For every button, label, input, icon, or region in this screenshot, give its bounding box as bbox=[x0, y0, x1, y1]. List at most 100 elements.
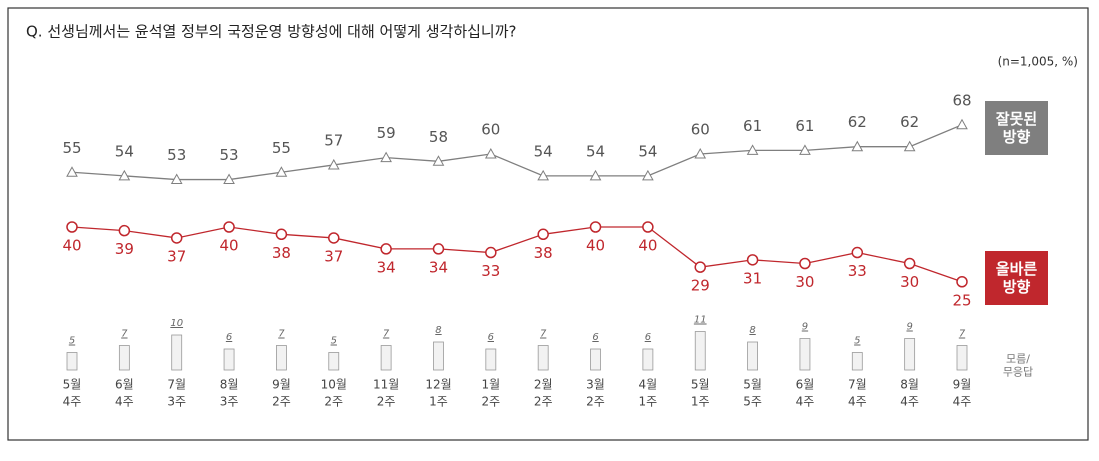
x-tick-label: 8월 bbox=[900, 378, 919, 392]
marker bbox=[694, 261, 706, 273]
x-tick-label: 4주 bbox=[796, 395, 815, 409]
data-label: 38 bbox=[272, 244, 291, 262]
x-tick-label: 9월 bbox=[272, 378, 291, 392]
bar bbox=[276, 345, 287, 371]
data-label: 53 bbox=[220, 146, 239, 164]
data-label: 55 bbox=[62, 139, 81, 157]
x-tick-label: 4주 bbox=[115, 395, 134, 409]
legend-box bbox=[985, 101, 1048, 155]
x-tick-label: 12월 bbox=[425, 378, 451, 392]
data-label: 62 bbox=[848, 113, 867, 131]
data-label: 62 bbox=[900, 113, 919, 131]
data-label: 38 bbox=[534, 244, 553, 262]
chart-title: Q. 선생님께서는 윤석열 정부의 국정운영 방향성에 대해 어떻게 생각하십니… bbox=[26, 23, 516, 41]
x-tick-label: 5월 bbox=[743, 378, 762, 392]
data-label: 68 bbox=[952, 91, 971, 109]
data-label: 57 bbox=[324, 131, 343, 149]
data-label: 5 bbox=[854, 336, 860, 347]
x-tick-label: 2월 bbox=[534, 378, 553, 392]
data-label: 6 bbox=[226, 332, 232, 343]
bar bbox=[537, 345, 549, 371]
bar bbox=[433, 341, 444, 371]
bar bbox=[485, 348, 497, 371]
legend-line: 방향 bbox=[1003, 278, 1031, 296]
x-tick-label: 3월 bbox=[586, 378, 605, 392]
data-label: 31 bbox=[743, 269, 762, 287]
line bbox=[71, 226, 963, 283]
x-tick-label: 4주 bbox=[953, 395, 972, 409]
x-tick-label: 2주 bbox=[377, 395, 396, 409]
x-tick-label: 4주 bbox=[900, 395, 919, 409]
x-tick-label: 1주 bbox=[639, 395, 658, 409]
data-label: 54 bbox=[638, 142, 657, 160]
data-label: 54 bbox=[534, 142, 553, 160]
bar bbox=[118, 345, 130, 371]
marker bbox=[642, 221, 654, 233]
chart-subtitle: (n=1,005, %) bbox=[998, 55, 1078, 69]
marker bbox=[799, 257, 811, 270]
legend-line: 방향 bbox=[1003, 128, 1031, 146]
x-tick-label: 4주 bbox=[848, 395, 867, 409]
x-tick-label: 1주 bbox=[691, 395, 710, 409]
legend-label: 모름/무응답 bbox=[1003, 352, 1033, 378]
data-label: 37 bbox=[324, 247, 343, 265]
bar bbox=[328, 352, 340, 371]
data-label: 30 bbox=[795, 273, 814, 291]
x-tick-label: 8월 bbox=[220, 378, 239, 392]
marker bbox=[746, 144, 759, 155]
data-label: 55 bbox=[272, 139, 291, 157]
marker bbox=[746, 254, 759, 266]
x-tick-label: 3주 bbox=[220, 395, 239, 409]
x-tick-label: 5월 bbox=[691, 378, 710, 392]
x-tick-label: 6월 bbox=[796, 378, 815, 392]
bar bbox=[799, 338, 811, 371]
bar bbox=[66, 352, 78, 371]
data-label: 60 bbox=[691, 121, 710, 139]
bar bbox=[956, 345, 968, 371]
marker bbox=[223, 173, 235, 185]
bar bbox=[747, 341, 758, 371]
bar bbox=[642, 348, 654, 371]
marker bbox=[327, 158, 340, 170]
marker bbox=[432, 155, 445, 166]
data-label: 8 bbox=[749, 325, 755, 336]
x-tick-label: 2주 bbox=[481, 395, 500, 409]
bar bbox=[590, 348, 601, 371]
data-label: 61 bbox=[795, 117, 814, 135]
frame bbox=[7, 7, 1089, 441]
marker bbox=[170, 173, 183, 185]
marker bbox=[485, 246, 497, 259]
data-label: 59 bbox=[377, 124, 396, 142]
data-label: 37 bbox=[167, 247, 186, 265]
data-label: 6 bbox=[645, 332, 651, 343]
marker bbox=[956, 118, 968, 130]
data-label: 5 bbox=[69, 336, 75, 347]
x-tick-label: 7월 bbox=[167, 378, 186, 392]
legend-label: 잘못된 방향 bbox=[996, 110, 1037, 146]
x-tick-label: 2주 bbox=[324, 395, 343, 409]
x-tick-label: 6월 bbox=[115, 378, 134, 392]
data-label: 39 bbox=[115, 240, 134, 258]
marker bbox=[432, 243, 445, 255]
marker bbox=[484, 147, 497, 159]
marker bbox=[589, 169, 602, 181]
legend-box bbox=[985, 251, 1048, 305]
data-label: 40 bbox=[62, 237, 81, 255]
data-label: 6 bbox=[488, 332, 494, 343]
x-tick-label: 2주 bbox=[534, 395, 553, 409]
data-label: 7 bbox=[121, 329, 128, 340]
data-label: 40 bbox=[220, 237, 239, 255]
bar bbox=[171, 334, 183, 371]
data-label: 54 bbox=[586, 142, 605, 160]
data-label: 9 bbox=[906, 322, 912, 333]
data-label: 34 bbox=[377, 258, 396, 276]
x-tick-label: 1월 bbox=[481, 378, 500, 392]
data-label: 30 bbox=[900, 273, 919, 291]
marker bbox=[694, 147, 707, 159]
marker bbox=[956, 276, 968, 288]
marker bbox=[851, 246, 864, 259]
bar bbox=[223, 348, 235, 371]
data-label: 60 bbox=[481, 121, 500, 139]
marker bbox=[118, 224, 131, 237]
